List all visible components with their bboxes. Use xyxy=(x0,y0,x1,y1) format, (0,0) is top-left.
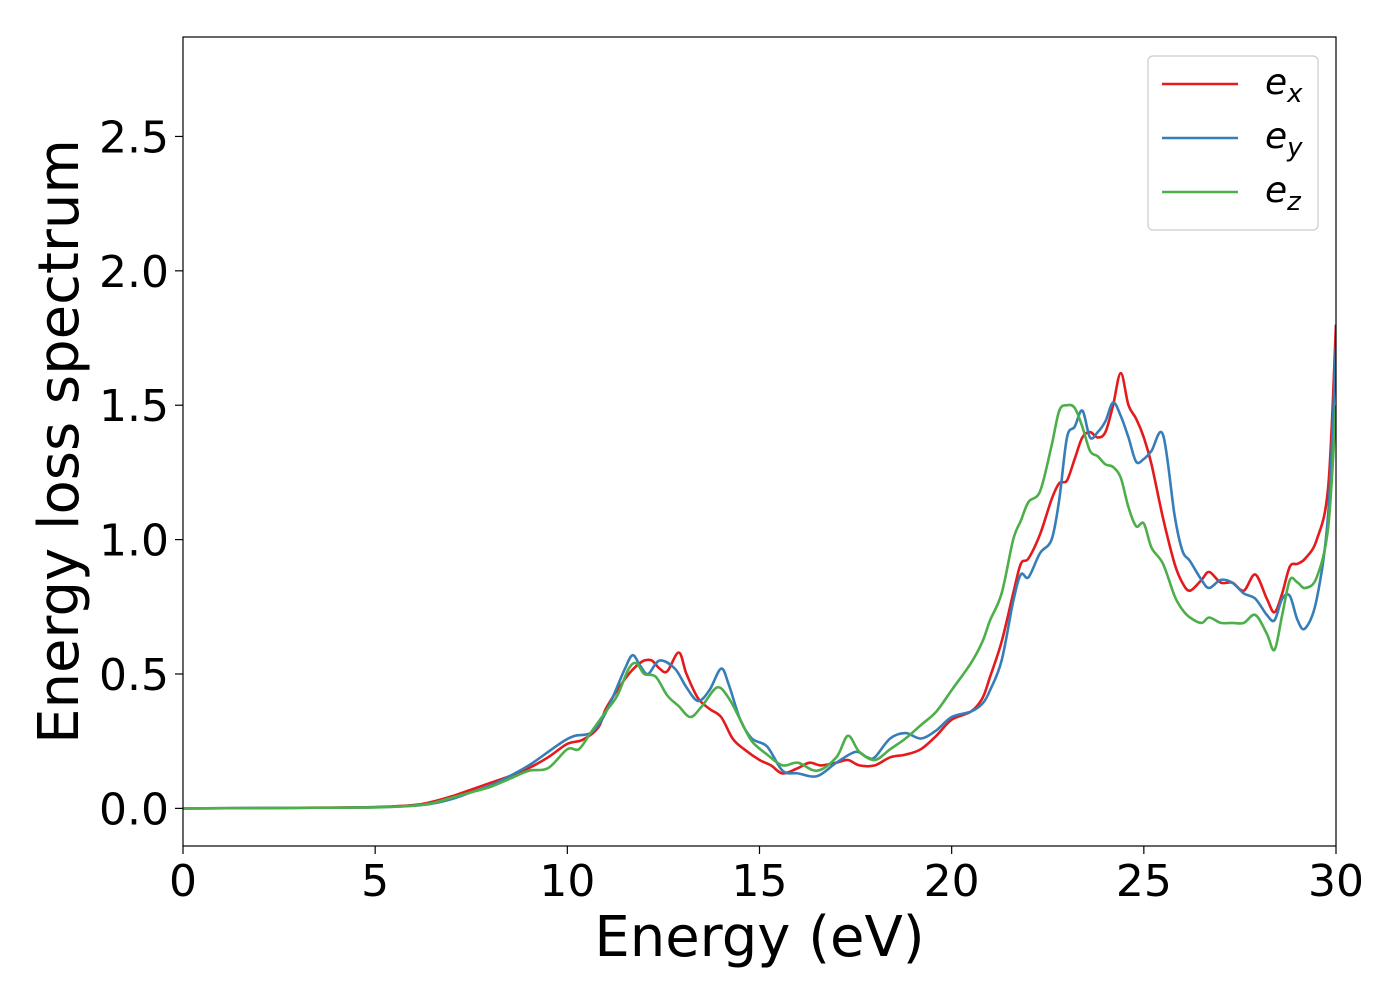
y-tick-label: 0.0 xyxy=(99,784,169,835)
y-axis-ticks: 0.0 0.5 1.0 1.5 2.0 2.5 xyxy=(99,112,183,835)
series-lines xyxy=(183,324,1336,810)
y-tick-label: 1.0 xyxy=(99,516,169,567)
x-tick-label: 10 xyxy=(539,856,595,907)
x-tick-label: 20 xyxy=(924,856,980,907)
series-line-ez xyxy=(183,403,1336,810)
legend-box xyxy=(1147,55,1319,231)
x-tick-label: 5 xyxy=(361,856,389,907)
y-tick-label: 1.5 xyxy=(99,381,169,432)
x-tick-label: 25 xyxy=(1116,856,1172,907)
y-tick-label: 2.5 xyxy=(99,112,169,163)
series-line-ey xyxy=(183,346,1336,810)
x-axis-label: Energy (eV) xyxy=(594,905,924,970)
y-tick-label: 0.5 xyxy=(99,650,169,701)
y-tick-label: 2.0 xyxy=(99,247,169,298)
x-tick-label: 0 xyxy=(169,856,197,907)
y-axis-label: Energy loss spectrum xyxy=(27,139,92,744)
x-tick-label: 15 xyxy=(732,856,788,907)
x-axis-ticks: 0 5 10 15 20 25 30 xyxy=(169,846,1364,907)
x-tick-label: 30 xyxy=(1308,856,1364,907)
